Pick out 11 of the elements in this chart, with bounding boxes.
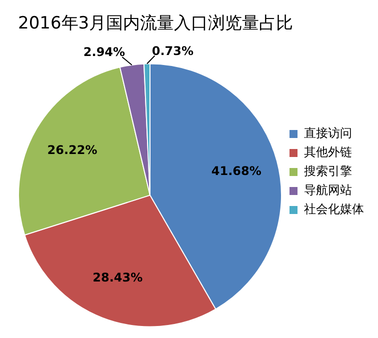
legend-label: 直接访问 [304,126,352,140]
legend-label: 社会化媒体 [304,202,364,216]
chart-title: 2016年3月国内流量入口浏览量占比 [18,14,294,34]
legend-label: 导航网站 [304,183,352,198]
data-label: 2.94% [83,45,126,60]
legend-label: 其他外链 [304,145,352,160]
data-label: 0.73% [152,44,194,58]
data-label: 26.22% [47,143,98,158]
legend-label: 搜索引擎 [304,164,352,178]
data-label: 28.43% [92,270,143,285]
data-label: 41.68% [211,164,262,178]
